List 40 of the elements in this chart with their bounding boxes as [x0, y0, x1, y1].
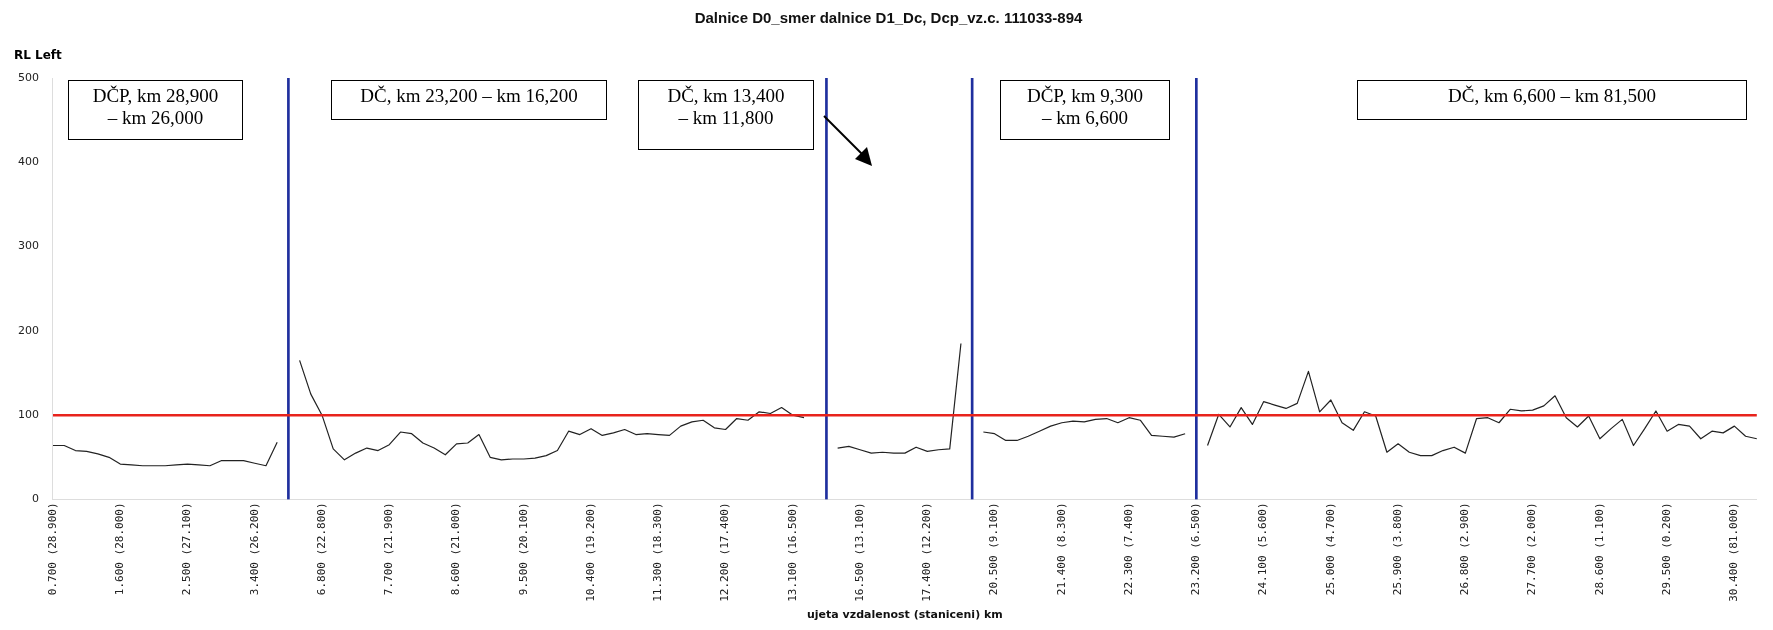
x-axis-title: ujeta vzdalenost (staniceni) km [807, 608, 1003, 622]
x-tick-label: 22.300 (7.400) [1121, 502, 1135, 596]
annotation: DČP, km 28,900 – km 26,000 [68, 80, 243, 140]
annotation: DČ, km 6,600 – km 81,500 [1357, 80, 1747, 120]
x-tick-label: 17.400 (12.200) [920, 502, 934, 602]
x-tick-label: 27.700 (2.000) [1525, 502, 1539, 596]
y-tick-label: 100 [18, 408, 39, 422]
x-tick-label: 21.400 (8.300) [1054, 502, 1068, 596]
x-tick-label: 16.500 (13.100) [852, 502, 866, 602]
x-tick-label: 7.700 (21.900) [382, 502, 396, 596]
x-tick-label: 2.500 (27.100) [180, 502, 194, 596]
x-tick-label: 3.400 (26.200) [247, 502, 261, 596]
x-tick-label: 24.100 (5.600) [1256, 502, 1270, 596]
x-tick-label: 29.500 (0.200) [1659, 502, 1673, 596]
x-tick-label: 1.600 (28.000) [113, 502, 127, 596]
x-tick-label: 26.800 (2.900) [1458, 502, 1472, 596]
y-tick-label: 300 [18, 239, 39, 253]
x-tick-label: 25.000 (4.700) [1323, 502, 1337, 596]
x-tick-label: 30.400 (81.000) [1727, 502, 1741, 602]
x-tick-label: 9.500 (20.100) [516, 502, 530, 596]
x-tick-label: 0.700 (28.900) [45, 502, 59, 596]
y-tick-label: 400 [18, 155, 39, 169]
y-tick-label: 500 [18, 70, 39, 84]
chart-title: Dalnice D0_smer dalnice D1_Dc, Dcp_vz.c. 111033-894 [694, 9, 1084, 27]
y-tick-label: 0 [32, 492, 39, 506]
annotation: DČ, km 13,400 – km 11,800 [638, 80, 814, 150]
x-tick-label: 23.200 (6.500) [1189, 502, 1203, 596]
x-tick-label: 10.400 (19.200) [583, 502, 597, 602]
annotation: DČ, km 23,200 – km 16,200 [331, 80, 607, 120]
x-tick-label: 28.600 (1.100) [1592, 502, 1606, 596]
y-axis-title: RL Left [14, 48, 62, 62]
x-tick-label: 8.600 (21.000) [449, 502, 463, 596]
x-tick-label: 20.500 (9.100) [987, 502, 1001, 596]
x-tick-label: 12.200 (17.400) [718, 502, 732, 602]
x-tick-label: 13.100 (16.500) [785, 502, 799, 602]
x-tick-label: 25.900 (3.800) [1390, 502, 1404, 596]
annotation: DČP, km 9,300 – km 6,600 [1000, 80, 1170, 140]
x-tick-label: 6.800 (22.800) [314, 502, 328, 596]
x-tick-label: 11.300 (18.300) [651, 502, 665, 602]
y-tick-label: 200 [18, 323, 39, 337]
